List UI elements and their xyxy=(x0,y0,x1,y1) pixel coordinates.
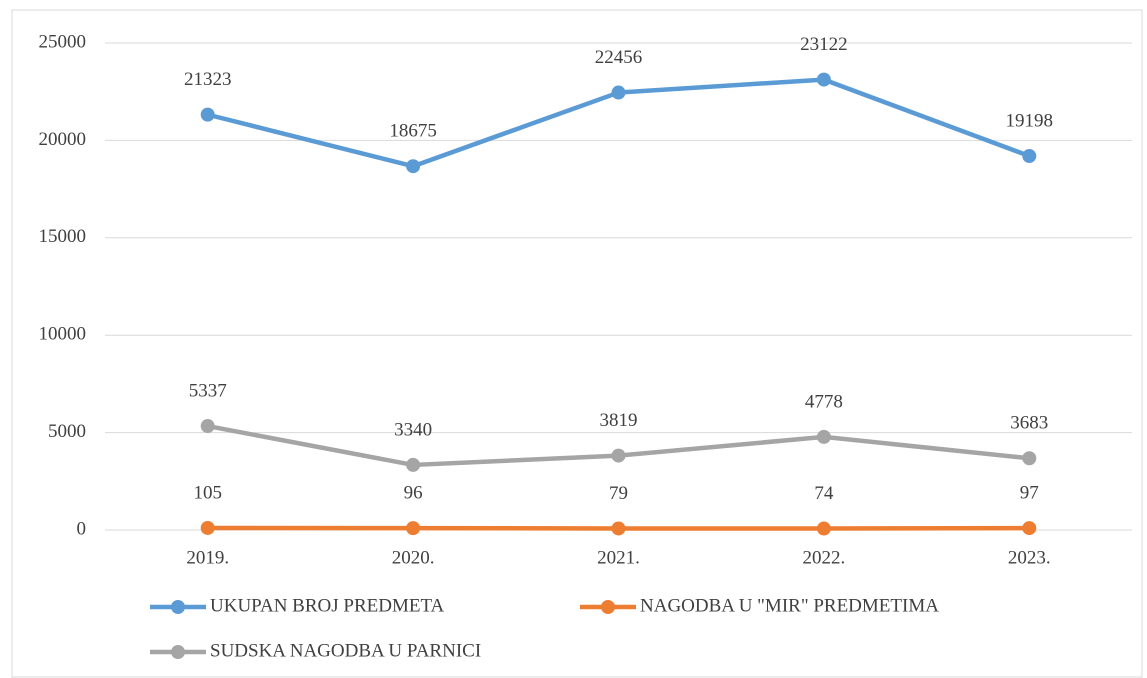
data-point xyxy=(200,107,215,122)
y-tick-label: 0 xyxy=(77,518,87,539)
x-tick-label: 2019. xyxy=(186,547,229,568)
data-point xyxy=(406,159,421,174)
y-tick-label: 15000 xyxy=(39,226,87,247)
data-label: 21323 xyxy=(184,69,232,90)
data-point xyxy=(1022,451,1037,466)
data-label: 4778 xyxy=(805,391,843,412)
y-tick-label: 25000 xyxy=(39,31,87,52)
data-label: 3819 xyxy=(600,410,638,431)
chart-frame xyxy=(11,9,1143,678)
legend-label: SUDSKA NAGODBA U PARNICI xyxy=(210,640,481,661)
data-point xyxy=(200,520,215,535)
data-label: 18675 xyxy=(389,121,437,142)
data-point xyxy=(1022,149,1037,164)
legend-label: UKUPAN BROJ PREDMETA xyxy=(210,595,445,616)
data-point xyxy=(611,448,626,463)
y-tick-label: 5000 xyxy=(48,421,86,442)
x-tick-label: 2022. xyxy=(803,547,846,568)
y-tick-label: 20000 xyxy=(39,129,87,150)
data-label: 3340 xyxy=(394,419,432,440)
data-point xyxy=(816,72,831,87)
legend-label: NAGODBA U "MIR" PREDMETIMA xyxy=(640,595,939,616)
legend-marker xyxy=(601,600,615,614)
data-label: 23122 xyxy=(800,34,848,55)
data-point xyxy=(1022,521,1037,536)
data-label: 96 xyxy=(404,482,423,503)
y-tick-label: 10000 xyxy=(39,324,87,345)
data-point xyxy=(200,419,215,434)
data-label: 3683 xyxy=(1010,413,1048,434)
data-point xyxy=(611,521,626,536)
data-point xyxy=(406,457,421,472)
x-tick-label: 2021. xyxy=(597,547,640,568)
data-label: 19198 xyxy=(1006,110,1054,131)
data-label: 105 xyxy=(193,482,222,503)
data-label: 74 xyxy=(814,483,834,504)
data-label: 22456 xyxy=(595,47,643,68)
data-label: 97 xyxy=(1020,482,1039,503)
data-label: 79 xyxy=(609,483,628,504)
data-label: 5337 xyxy=(189,380,227,401)
x-tick-label: 2023. xyxy=(1008,547,1051,568)
data-point xyxy=(611,85,626,100)
legend-marker xyxy=(171,645,185,659)
legend-marker xyxy=(171,600,185,614)
data-point xyxy=(816,521,831,536)
data-point xyxy=(406,521,421,536)
data-point xyxy=(816,429,831,444)
x-tick-label: 2020. xyxy=(392,547,435,568)
